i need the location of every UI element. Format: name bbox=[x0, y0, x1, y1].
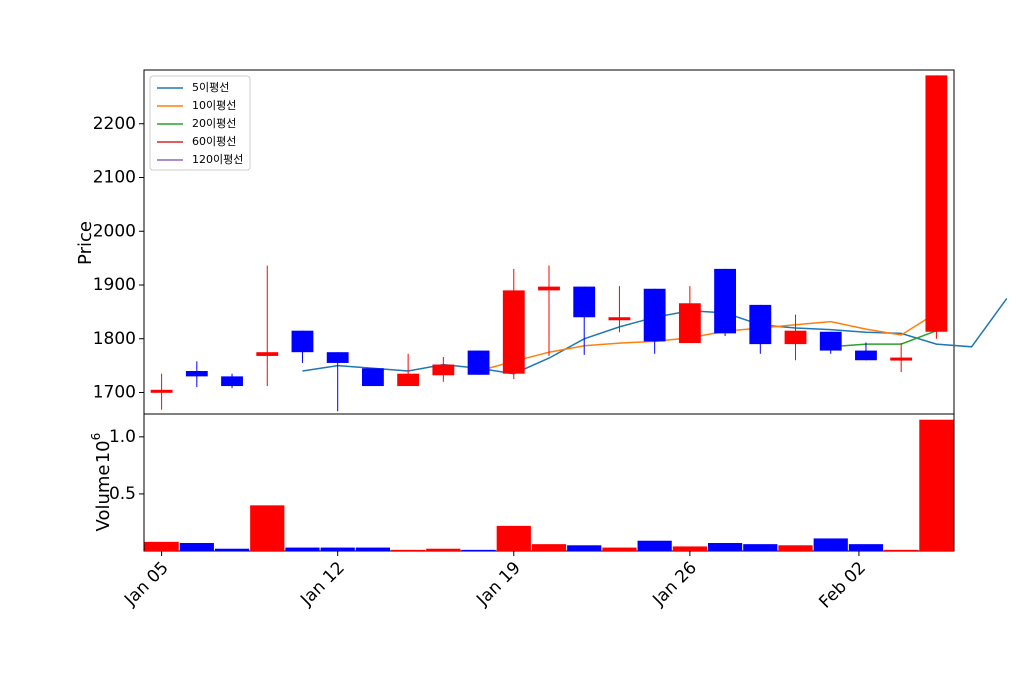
price-tick-label: 1900 bbox=[93, 275, 136, 295]
volume-panel: 0.5 1.0 Volume 106 bbox=[89, 413, 955, 552]
candle-body bbox=[502, 290, 525, 374]
volume-scale-exponent: 6 bbox=[89, 433, 103, 441]
volume-bar bbox=[461, 549, 496, 551]
candle-body bbox=[538, 286, 560, 291]
legend-label: 20이평선 bbox=[192, 117, 236, 130]
candle-body bbox=[221, 376, 243, 387]
volume-axis-label: Volume bbox=[93, 465, 114, 532]
volume-bar bbox=[285, 547, 320, 551]
candle-body bbox=[150, 389, 173, 393]
volume-tick-label: 1.0 bbox=[109, 427, 136, 447]
candle-body bbox=[925, 75, 948, 332]
candle-body bbox=[185, 371, 208, 377]
candle-body bbox=[608, 317, 631, 321]
volume-bar bbox=[813, 538, 848, 551]
volume-bar bbox=[778, 545, 813, 551]
volume-bar bbox=[320, 547, 355, 551]
x-axis-ticks: Jan 05 Jan 12 Jan 19 Jan 26 Feb 02 bbox=[120, 551, 870, 612]
price-axis-label: Price bbox=[75, 221, 96, 265]
candle-body bbox=[678, 303, 701, 344]
volume-bar bbox=[355, 547, 391, 551]
volume-bar bbox=[743, 544, 778, 551]
candle-body bbox=[467, 350, 490, 375]
volume-bar bbox=[426, 548, 461, 551]
volume-bar bbox=[567, 545, 602, 551]
volume-bar bbox=[214, 548, 250, 551]
price-tick-label: 2100 bbox=[93, 168, 136, 188]
legend: 5이평선 10이평선 20이평선 60이평선 120이평선 bbox=[149, 75, 251, 171]
candle-body bbox=[361, 368, 384, 387]
candle-body bbox=[819, 331, 842, 351]
volume-scale-base: 10 bbox=[93, 440, 114, 463]
volume-bar bbox=[848, 544, 884, 551]
x-tick-label: Feb 02 bbox=[815, 558, 870, 613]
volume-bar bbox=[884, 549, 919, 551]
candle-body bbox=[256, 352, 279, 356]
price-y-ticks: 1700 1800 1900 2000 2100 2200 bbox=[93, 114, 144, 403]
price-axes-frame bbox=[143, 69, 955, 415]
volume-bar bbox=[602, 547, 637, 551]
volume-bar bbox=[144, 541, 179, 551]
volume-bar bbox=[391, 549, 426, 551]
candle-body bbox=[397, 373, 420, 387]
candle-body bbox=[749, 304, 772, 345]
x-tick-label: Jan 05 bbox=[120, 558, 173, 611]
x-tick-label: Jan 12 bbox=[296, 558, 349, 611]
price-panel: 1700 1800 1900 2000 2100 2200 Price 5이평선 10이평선… bbox=[75, 69, 1008, 415]
legend-box bbox=[149, 75, 251, 171]
volume-bar bbox=[250, 505, 285, 551]
candle-body bbox=[890, 357, 913, 361]
volume-bar bbox=[496, 525, 531, 551]
volume-bar bbox=[672, 546, 707, 551]
candle-body bbox=[714, 268, 737, 334]
legend-label: 120이평선 bbox=[192, 153, 243, 166]
volume-bar bbox=[531, 544, 567, 551]
price-tick-label: 2000 bbox=[93, 221, 136, 241]
price-tick-label: 1800 bbox=[93, 329, 136, 349]
volume-bar bbox=[179, 543, 214, 551]
price-tick-label: 2200 bbox=[93, 114, 136, 134]
x-tick-label: Jan 19 bbox=[472, 558, 525, 611]
legend-items: 5이평선 10이평선 20이평선 60이평선 120이평선 bbox=[157, 81, 243, 166]
volume-scale-label: 106 bbox=[89, 433, 115, 464]
legend-label: 5이평선 bbox=[192, 81, 229, 94]
candle-body bbox=[326, 352, 349, 363]
candle-body bbox=[432, 364, 455, 376]
x-tick-label: Jan 26 bbox=[648, 558, 701, 611]
price-candles bbox=[150, 75, 948, 412]
ma-line bbox=[830, 329, 937, 348]
candle-body bbox=[643, 288, 666, 342]
ma-line bbox=[478, 312, 937, 372]
volume-bar bbox=[637, 540, 672, 551]
volume-bar bbox=[707, 543, 743, 551]
volume-bars bbox=[144, 419, 954, 551]
volume-y-ticks: 0.5 1.0 bbox=[109, 427, 144, 504]
volume-tick-label: 0.5 bbox=[109, 484, 136, 504]
candle-body bbox=[784, 330, 807, 345]
legend-label: 10이평선 bbox=[192, 99, 236, 112]
candle-body bbox=[855, 350, 877, 361]
price-tick-label: 1700 bbox=[93, 383, 136, 403]
volume-bar bbox=[919, 419, 954, 551]
candle-body bbox=[291, 330, 314, 353]
legend-label: 60이평선 bbox=[192, 135, 236, 148]
candle-body bbox=[573, 286, 596, 318]
